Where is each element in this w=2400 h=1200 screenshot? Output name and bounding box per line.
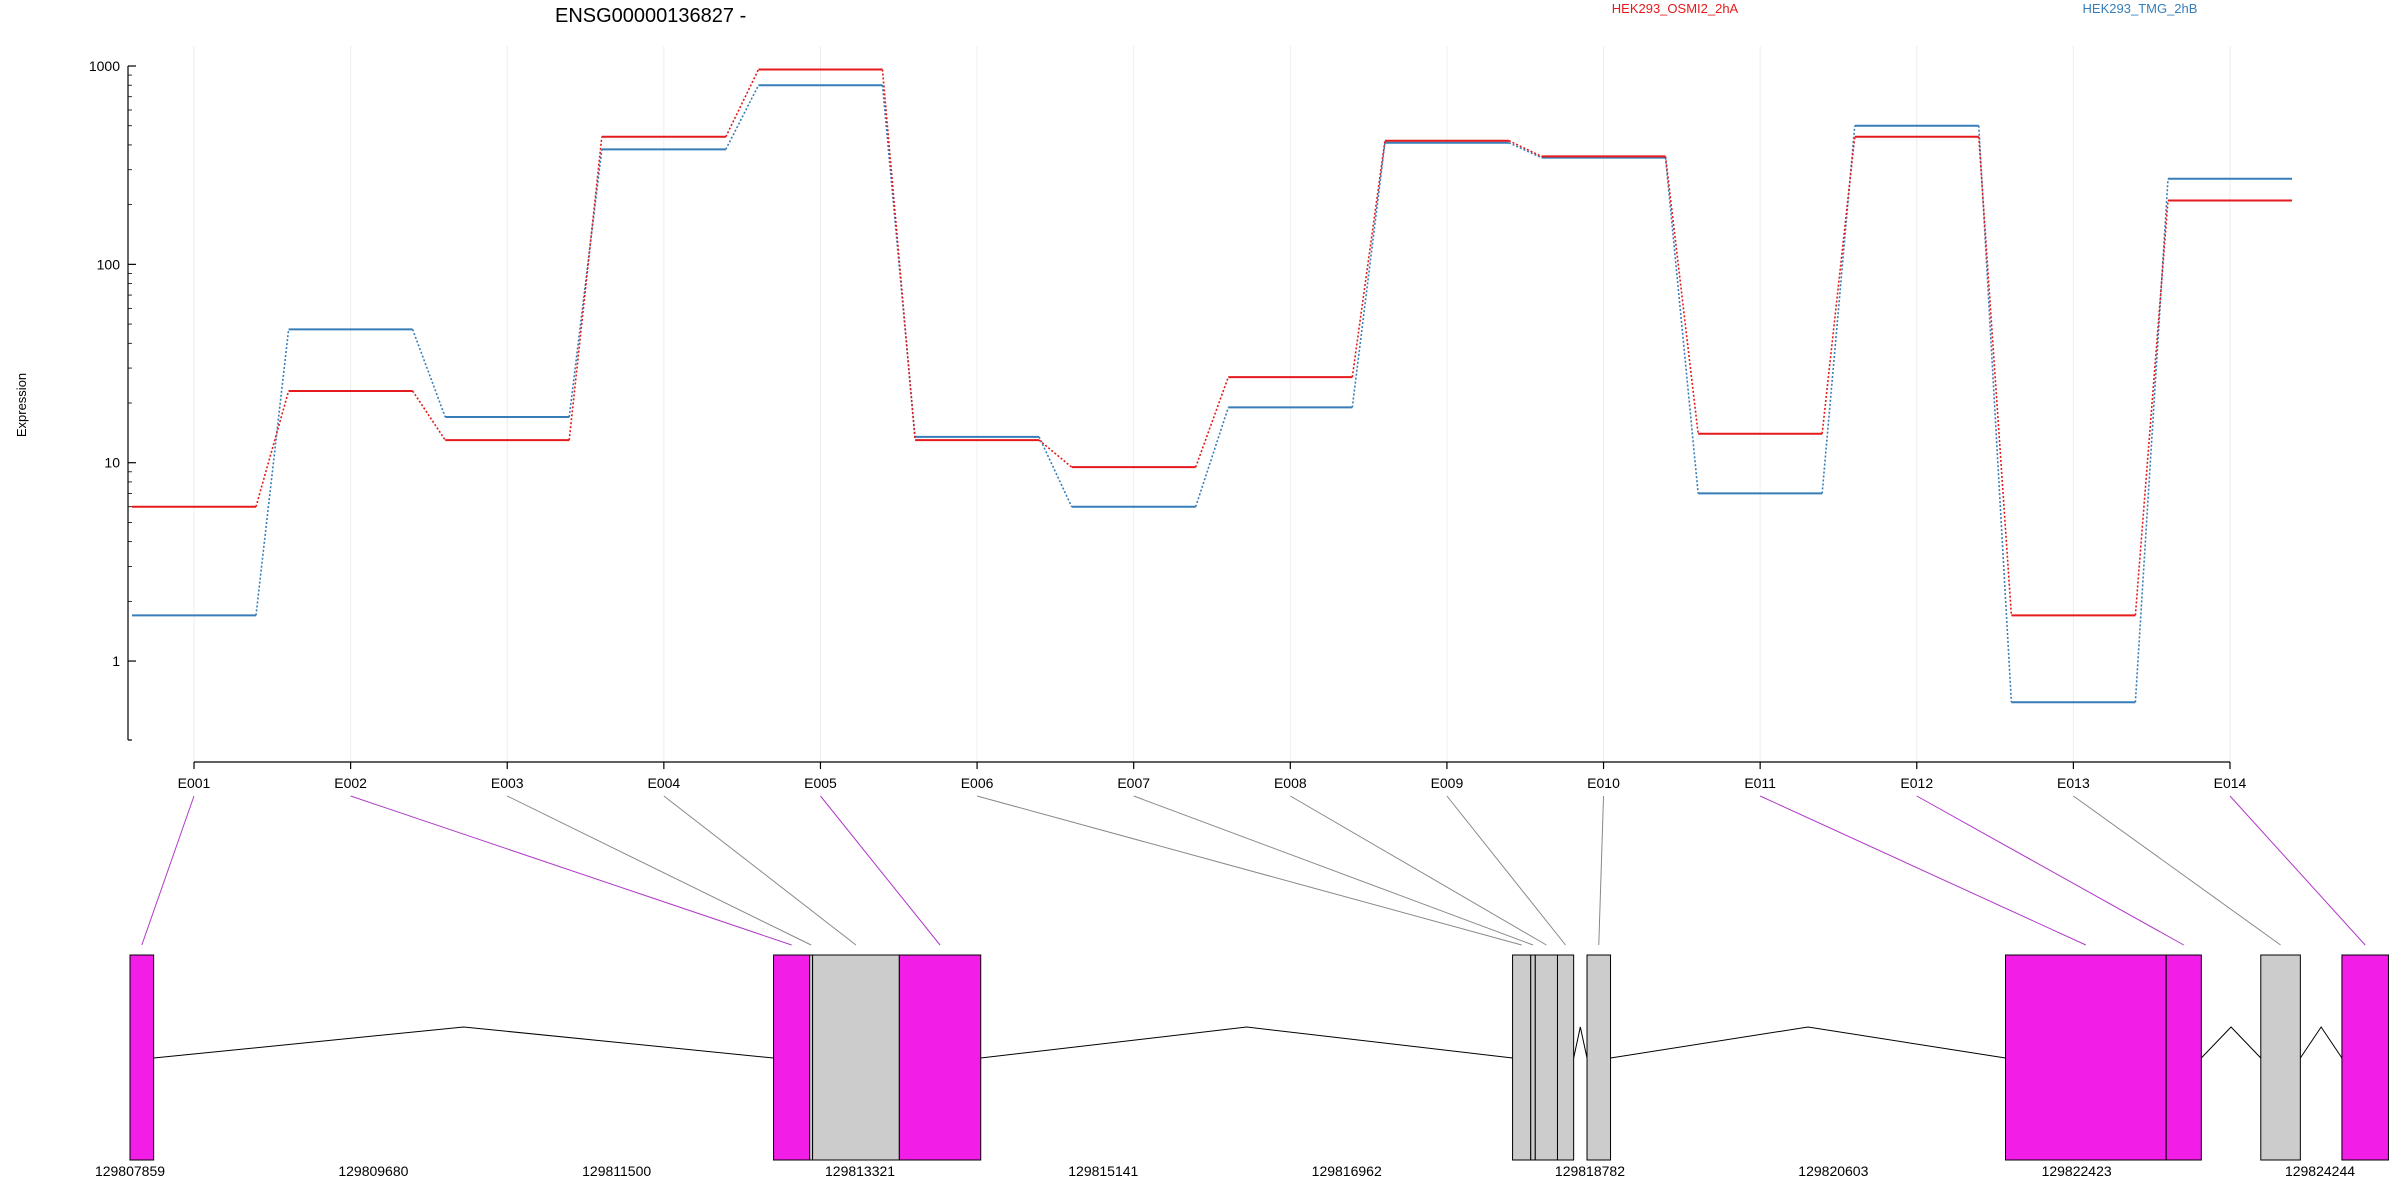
series-tmg-transition	[1038, 436, 1073, 508]
series-osmi2-transition	[411, 390, 446, 441]
x-tick-label: E007	[1117, 775, 1150, 791]
exon-box-e002	[773, 954, 811, 1161]
genomic-coordinate-label: 129813321	[825, 1163, 895, 1179]
connector-e012	[1916, 795, 2184, 946]
exon-box-e012	[2165, 954, 2202, 1161]
x-tick-label: E001	[178, 775, 211, 791]
genomic-coordinate-label: 129807859	[95, 1163, 165, 1179]
exon-box-e008	[1534, 954, 1558, 1161]
connector-e013	[2073, 795, 2281, 946]
genomic-coordinate-label: 129818782	[1555, 1163, 1625, 1179]
x-tick-label: E012	[1900, 775, 1933, 791]
genomic-coordinate-label: 129820603	[1798, 1163, 1868, 1179]
connector-e002	[350, 795, 792, 946]
y-tick-label: 1000	[89, 58, 120, 74]
connector-e004	[663, 795, 857, 946]
x-tick-label: E014	[2214, 775, 2247, 791]
exon-box-e014	[2341, 954, 2389, 1161]
connector-e011	[1759, 795, 2087, 946]
genomic-coordinate-label: 129816962	[1312, 1163, 1382, 1179]
axes: 1 10 100 1000 E001 E002 E003 E004 E005 E006 E007 E0…	[89, 58, 2247, 791]
connector-e014	[2229, 795, 2366, 946]
x-tick-label: E011	[1744, 775, 1776, 791]
connector-e003	[507, 795, 812, 946]
series-osmi2-transition	[255, 390, 290, 507]
series-osmi2-transition	[881, 69, 916, 441]
connector-e001	[141, 795, 195, 946]
intron-line	[980, 1026, 1513, 1059]
intron-line	[2299, 1026, 2343, 1059]
genomic-coordinate-label: 129822423	[2042, 1163, 2112, 1179]
x-tick-label: E003	[491, 775, 524, 791]
series-lines	[132, 68, 2292, 704]
legend-label-tmg: HEK293_TMG_2hB	[2083, 1, 2198, 16]
connector-e008	[1290, 795, 1547, 946]
intron-line	[153, 1026, 774, 1059]
exon-box-e006	[1512, 954, 1532, 1161]
series-tmg-transition	[411, 329, 446, 418]
series-osmi2-transition	[1508, 140, 1542, 158]
connector-e009	[1446, 795, 1566, 946]
genomic-coordinate-label: 129815141	[1068, 1163, 1138, 1179]
series-osmi2-transition	[1038, 439, 1073, 468]
series-tmg-transition	[725, 84, 760, 150]
series-tmg-transition	[1351, 142, 1386, 408]
series-tmg-transition	[1821, 125, 1856, 494]
x-tick-label: E009	[1431, 775, 1464, 791]
connector-e005	[820, 795, 941, 946]
intron-line	[2200, 1026, 2262, 1059]
y-tick-label: 10	[104, 455, 120, 471]
x-tick-label: E002	[334, 775, 367, 791]
series-tmg-transition	[1194, 407, 1230, 507]
series-tmg-transition	[2134, 178, 2169, 703]
intron-line	[1573, 1026, 1588, 1059]
genomic-coordinate-label: 129809680	[338, 1163, 408, 1179]
chart-title: ENSG00000136827 -	[555, 5, 746, 27]
series-tmg-transition	[1977, 125, 2013, 703]
series-osmi2-transition	[725, 69, 760, 138]
series-tmg-transition	[1664, 157, 1699, 494]
y-tick-label: 1	[112, 653, 120, 669]
exon-box-e007	[1530, 954, 1536, 1161]
y-tick-label: 100	[97, 256, 121, 272]
x-tick-label: E005	[804, 775, 837, 791]
exon-box-e013	[2260, 954, 2301, 1161]
series-osmi2-transition	[1977, 136, 2013, 616]
series-tmg-transition	[1508, 142, 1542, 159]
gene-model: 129807859 129809680 129811500 129813321 1298…	[95, 954, 2389, 1179]
series-osmi2-transition	[1821, 136, 1856, 434]
exon-box-e010	[1586, 954, 1612, 1161]
y-axis-label: Expression	[14, 373, 29, 437]
legend-label-osmi2: HEK293_OSMI2_2hA	[1612, 1, 1739, 16]
gridlines	[193, 46, 2231, 770]
genomic-coordinate-label: 129811500	[582, 1163, 651, 1179]
exon-box-e009	[1556, 954, 1575, 1161]
exon-box-e004	[812, 954, 900, 1161]
series-osmi2-transition	[568, 136, 603, 441]
exon-connectors	[141, 795, 2366, 946]
x-tick-label: E006	[961, 775, 994, 791]
x-tick-label: E004	[647, 775, 680, 791]
connector-e006	[976, 795, 1522, 946]
x-tick-label: E013	[2057, 775, 2090, 791]
connector-e010	[1598, 795, 1605, 946]
connector-e007	[1133, 795, 1534, 946]
exon-box-e011	[2005, 954, 2167, 1161]
series-osmi2-transition	[1664, 156, 1699, 434]
x-tick-label: E008	[1274, 775, 1307, 791]
x-tick-label: E010	[1587, 775, 1620, 791]
series-tmg-transition	[568, 149, 603, 418]
exon-box-e001	[129, 954, 155, 1161]
series-osmi2-transition	[2134, 200, 2169, 616]
genomic-coordinate-label: 129824244	[2285, 1163, 2355, 1179]
series-tmg-transition	[255, 329, 290, 616]
exon-box-e005	[898, 954, 982, 1161]
intron-line	[1610, 1026, 2006, 1059]
